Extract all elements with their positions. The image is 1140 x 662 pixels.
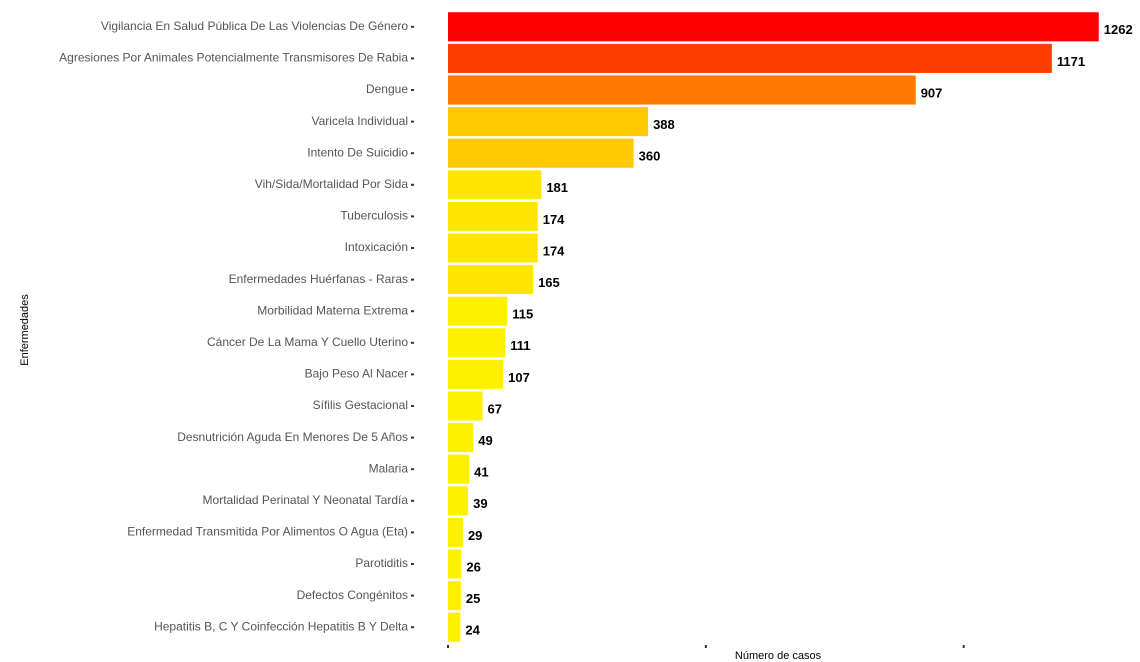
value-label: 49 [478, 433, 492, 448]
y-tick-label: Agresiones Por Animales Potencialmente T… [59, 51, 408, 65]
bar [448, 581, 461, 611]
value-label: 1171 [1057, 54, 1085, 69]
bar [448, 391, 483, 421]
bar [448, 233, 538, 263]
y-axis-label: Enfermedades [19, 294, 31, 366]
value-label: 107 [508, 370, 530, 385]
y-tick-label: Varicela Individual [312, 114, 409, 128]
value-label: 24 [465, 623, 480, 638]
y-tick-label: Mortalidad Perinatal Y Neonatal Tardía [203, 493, 409, 507]
y-tick-label: Intoxicación [345, 240, 408, 254]
y-tick-label: Desnutrición Aguda En Menores De 5 Años [177, 430, 408, 444]
y-tick-label: Cáncer De La Mama Y Cuello Uterino [207, 335, 408, 349]
y-tick-label: Vigilancia En Salud Pública De Las Viole… [101, 19, 408, 33]
value-label: 29 [468, 528, 482, 543]
bar [448, 265, 534, 295]
bar [448, 107, 649, 137]
bar [448, 75, 916, 105]
value-label: 181 [546, 180, 568, 195]
value-label: 388 [653, 117, 675, 132]
value-label: 39 [473, 496, 487, 511]
value-label: 115 [512, 307, 533, 322]
value-label: 41 [474, 465, 488, 480]
y-tick-label: Sífilis Gestacional [313, 398, 408, 412]
bar [448, 328, 506, 358]
bar [448, 486, 469, 516]
value-label: 165 [538, 275, 560, 290]
y-tick-label: Morbilidad Materna Extrema [257, 303, 408, 317]
value-label: 26 [466, 559, 480, 574]
y-tick-label: Enfermedades Huérfanas - Raras [229, 272, 408, 286]
value-label: 360 [639, 149, 661, 164]
bar [448, 454, 470, 484]
bar [448, 201, 538, 231]
y-tick-label: Enfermedad Transmitida Por Alimentos O A… [127, 525, 408, 539]
y-tick-label: Intento De Suicidio [307, 145, 408, 159]
value-label: 1262 [1104, 22, 1133, 37]
bar [448, 12, 1099, 42]
value-label: 907 [921, 85, 943, 100]
bar [448, 359, 504, 389]
value-label: 111 [510, 338, 530, 353]
bar [448, 138, 634, 168]
x-axis-label: Número de casos [735, 650, 822, 662]
y-tick-label: Vih/Sida/Mortalidad Por Sida [255, 177, 409, 191]
bar [448, 296, 508, 326]
bar [448, 43, 1052, 73]
bar [448, 423, 474, 453]
y-tick-label: Defectos Congénitos [297, 588, 408, 602]
value-label: 67 [488, 401, 502, 416]
value-label: 174 [543, 243, 565, 258]
bar [448, 170, 542, 200]
bar [448, 517, 463, 547]
y-tick-label: Dengue [366, 82, 408, 96]
y-tick-label: Malaria [369, 461, 409, 475]
y-tick-label: Parotiditis [355, 556, 408, 570]
y-tick-label: Hepatitis B, C Y Coinfección Hepatitis B… [154, 619, 408, 633]
bar [448, 549, 462, 579]
value-label: 174 [543, 212, 565, 227]
y-tick-label: Tuberculosis [340, 209, 408, 223]
y-tick-label: Bajo Peso Al Nacer [305, 367, 408, 381]
value-label: 25 [466, 591, 480, 606]
bar [448, 612, 461, 642]
